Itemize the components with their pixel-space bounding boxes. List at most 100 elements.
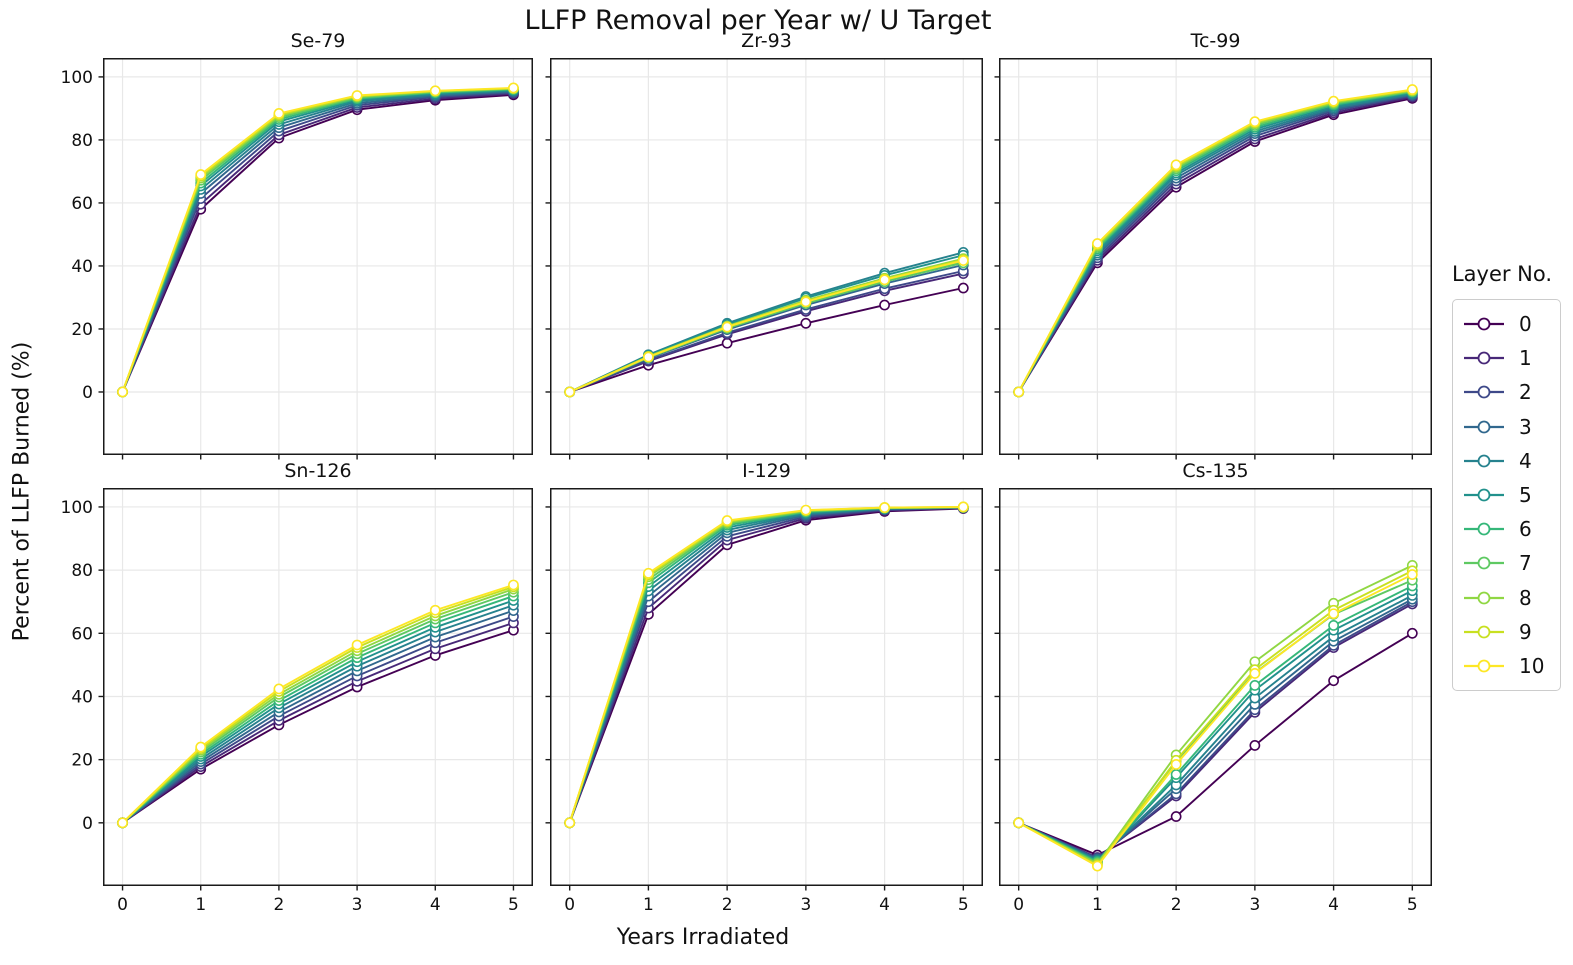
legend-entry-label: 6 — [1519, 517, 1532, 542]
series-layer-10 — [1013, 569, 1418, 872]
series-line-layer-0 — [122, 629, 514, 824]
data-point-marker — [1406, 84, 1418, 95]
x-tick-label: 2 — [1171, 895, 1182, 915]
series-line-layer-2 — [121, 615, 514, 824]
series-line-layer-7 — [1017, 90, 1413, 393]
data-point-marker — [117, 817, 128, 829]
data-point-marker — [1013, 817, 1025, 829]
plot-border — [550, 58, 983, 455]
data-point-marker — [800, 504, 812, 516]
data-point-marker — [564, 817, 576, 829]
series-line-layer-10 — [121, 584, 514, 824]
series-layer-0 — [117, 624, 519, 829]
legend-entry-0: 0 — [1463, 307, 1560, 341]
legend-circle-icon — [1477, 557, 1491, 570]
plot-canvas-zr-93 — [545, 58, 983, 460]
legend-marker-icon — [1464, 317, 1504, 331]
series-line-layer-4 — [1017, 92, 1413, 393]
x-tick-label: 3 — [800, 895, 811, 915]
series-layer-0 — [1013, 92, 1418, 398]
subplot-sn-126: Sn-126 0 1 2 3 4 5 0 20 40 60 80 100 — [61, 460, 533, 915]
data-point-marker — [1170, 159, 1182, 171]
legend-entry-label: 4 — [1519, 448, 1532, 473]
series-layer-10 — [117, 579, 519, 829]
series-layer-3 — [117, 605, 519, 829]
x-tick-label: 2 — [722, 895, 733, 915]
data-point-marker — [1328, 608, 1339, 620]
legend: 0 1 2 3 4 5 6 7 8 9 10 — [1452, 299, 1561, 692]
data-point-marker — [800, 317, 812, 329]
series-line-layer-5 — [1017, 92, 1413, 393]
series-line-layer-2 — [1017, 94, 1413, 393]
legend-entry-label: 7 — [1519, 551, 1532, 576]
data-point-marker — [879, 502, 890, 513]
legend-entry-4: 4 — [1463, 444, 1560, 478]
y-tick-label: 60 — [71, 194, 93, 214]
series-line-layer-2 — [569, 270, 964, 393]
series-line-layer-1 — [121, 621, 514, 824]
data-point-marker — [508, 82, 519, 94]
x-tick-label: 4 — [430, 895, 441, 915]
series-line-layer-6 — [121, 595, 514, 824]
series-line-layer-7 — [1018, 579, 1413, 865]
data-point-marker — [1249, 668, 1261, 679]
subplot-se-79: Se-79 0 20 40 60 80 100 — [61, 30, 533, 460]
data-point-marker — [1092, 860, 1103, 872]
data-point-marker — [117, 386, 128, 398]
series-line-layer-8 — [1017, 89, 1413, 393]
legend-entry-label: 8 — [1519, 585, 1532, 610]
series-line-layer-8 — [121, 588, 514, 824]
series-layer-2 — [564, 502, 969, 829]
series-layer-6 — [117, 590, 519, 829]
plot-border — [103, 58, 533, 455]
legend-entry-3: 3 — [1463, 410, 1560, 444]
data-point-marker — [1328, 675, 1339, 687]
legend-circle-icon — [1477, 386, 1491, 399]
x-tick-label: 1 — [643, 895, 654, 915]
data-point-marker — [643, 567, 654, 579]
x-tick-label: 0 — [564, 895, 575, 915]
y-tick-label: 100 — [61, 498, 93, 518]
x-tick-label: 5 — [958, 895, 969, 915]
data-point-marker — [957, 255, 969, 266]
data-point-marker — [564, 386, 576, 398]
data-point-marker — [721, 337, 733, 349]
data-point-marker — [273, 108, 285, 119]
legend-marker-icon — [1464, 557, 1504, 570]
legend-entry-label: 10 — [1519, 653, 1545, 678]
series-line-layer-1 — [121, 92, 514, 393]
y-tick-label: 80 — [71, 561, 93, 581]
series-line-layer-3 — [121, 90, 514, 393]
subplot-title-tc-99: Tc-99 — [1190, 30, 1241, 52]
legend-entry-2: 2 — [1463, 375, 1560, 409]
data-point-marker — [1406, 627, 1418, 639]
plot-canvas-sn-126: 0 1 2 3 4 5 0 20 40 60 80 100 — [61, 488, 533, 915]
data-point-marker — [195, 741, 207, 753]
legend-marker-icon — [1464, 659, 1504, 673]
legend-entry-9: 9 — [1463, 615, 1560, 649]
plot-canvas-cs-135: 0 1 2 3 4 5 — [994, 488, 1432, 915]
series-layer-4 — [1013, 88, 1418, 398]
data-point-marker — [1328, 620, 1339, 631]
series-line-layer-7 — [121, 591, 514, 824]
legend-entry-7: 7 — [1463, 546, 1560, 580]
series-layer-5 — [117, 595, 519, 829]
series-line-layer-5 — [121, 599, 514, 824]
legend-title: Layer No. — [1451, 262, 1553, 286]
legend-circle-icon — [1477, 351, 1491, 365]
series-layer-10 — [1013, 84, 1418, 398]
x-tick-label: 5 — [508, 895, 519, 915]
subplot-tc-99: Tc-99 — [994, 30, 1432, 460]
data-point-marker — [1092, 238, 1103, 249]
x-tick-label: 3 — [1249, 895, 1260, 915]
data-point-marker — [957, 282, 969, 294]
subplot-title-se-79: Se-79 — [290, 30, 346, 52]
series-layer-10 — [564, 255, 969, 398]
series-line-layer-0 — [568, 507, 964, 824]
legend-entry-label: 5 — [1519, 483, 1532, 508]
series-line-layer-4 — [121, 89, 514, 393]
series-line-layer-10 — [1017, 88, 1413, 393]
legend-circle-icon — [1477, 659, 1491, 673]
series-line-layer-10 — [568, 506, 964, 824]
